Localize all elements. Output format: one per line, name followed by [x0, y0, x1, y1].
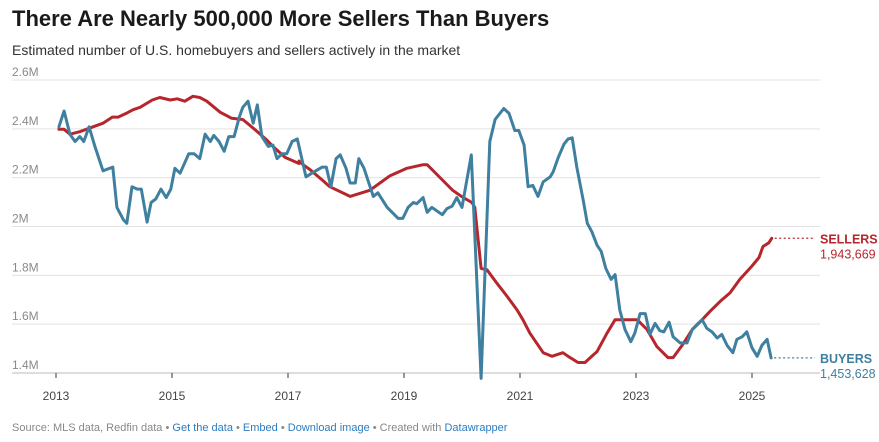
- x-tick-label: 2015: [159, 389, 186, 403]
- chart-title: There Are Nearly 500,000 More Sellers Th…: [12, 6, 550, 31]
- separator: •: [277, 422, 288, 434]
- sellers-line: [57, 94, 774, 364]
- datawrapper-link[interactable]: Datawrapper: [444, 422, 508, 434]
- y-tick-label: 2.4M: [12, 114, 39, 128]
- x-tick-label: 2017: [275, 389, 302, 403]
- get-the-data-link[interactable]: Get the data: [172, 422, 233, 434]
- download-image-link[interactable]: Download image: [287, 422, 370, 434]
- separator: •: [162, 422, 173, 434]
- buyers-value: 1,453,628: [820, 367, 876, 381]
- y-tick-label: 2.2M: [12, 163, 39, 177]
- y-tick-label: 2.6M: [12, 65, 39, 79]
- y-tick-label: 1.6M: [12, 309, 39, 323]
- footer: Source: MLS data, Redfin data • Get the …: [12, 422, 507, 434]
- embed-link[interactable]: Embed: [242, 422, 278, 434]
- buyers-line: [57, 99, 773, 380]
- buyers-label: BUYERS: [820, 352, 872, 366]
- x-tick-label: 2023: [623, 389, 650, 403]
- sellers-label: SELLERS: [820, 232, 878, 246]
- y-tick-label: 1.8M: [12, 260, 39, 274]
- chart-subtitle: Estimated number of U.S. homebuyers and …: [12, 42, 461, 58]
- separator: •: [369, 422, 380, 434]
- created-with-text: Created with: [379, 422, 442, 434]
- x-tick-label: 2019: [391, 389, 418, 403]
- separator: •: [232, 422, 243, 434]
- y-tick-label: 2M: [12, 212, 29, 226]
- x-tick-label: 2021: [507, 389, 534, 403]
- x-tick-label: 2013: [43, 389, 70, 403]
- source-text: Source: MLS data, Redfin data: [12, 422, 163, 434]
- y-tick-label: 1.4M: [12, 358, 39, 372]
- line-chart: 1.4M 1.6M 1.8M 2M 2.2M 2.4M 2.6M 2013 2015 2017 2…: [12, 65, 878, 403]
- sellers-value: 1,943,669: [820, 247, 876, 261]
- x-tick-label: 2025: [739, 389, 766, 403]
